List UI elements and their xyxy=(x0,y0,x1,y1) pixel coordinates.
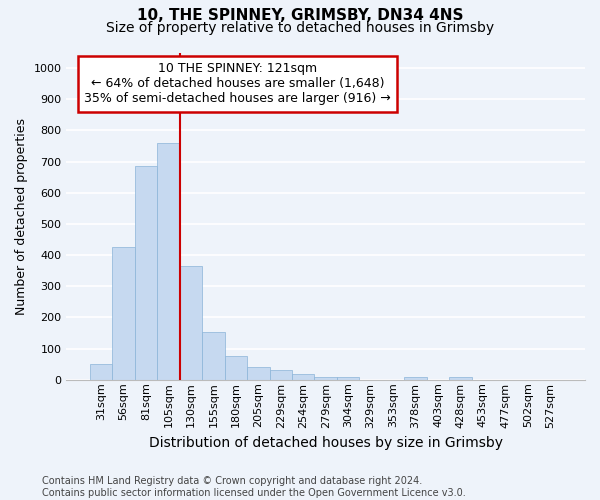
Bar xyxy=(404,378,427,380)
Bar xyxy=(157,143,180,380)
Bar xyxy=(247,368,269,380)
Bar xyxy=(135,166,157,380)
Bar xyxy=(202,332,224,380)
Text: Size of property relative to detached houses in Grimsby: Size of property relative to detached ho… xyxy=(106,21,494,35)
Bar xyxy=(112,248,135,380)
Bar xyxy=(337,378,359,380)
Bar xyxy=(269,370,292,380)
Bar xyxy=(314,376,337,380)
Y-axis label: Number of detached properties: Number of detached properties xyxy=(15,118,28,314)
Bar xyxy=(292,374,314,380)
Text: 10 THE SPINNEY: 121sqm
← 64% of detached houses are smaller (1,648)
35% of semi-: 10 THE SPINNEY: 121sqm ← 64% of detached… xyxy=(84,62,391,106)
Bar xyxy=(90,364,112,380)
Bar xyxy=(224,356,247,380)
X-axis label: Distribution of detached houses by size in Grimsby: Distribution of detached houses by size … xyxy=(149,436,503,450)
Bar xyxy=(449,376,472,380)
Text: 10, THE SPINNEY, GRIMSBY, DN34 4NS: 10, THE SPINNEY, GRIMSBY, DN34 4NS xyxy=(137,8,463,22)
Text: Contains HM Land Registry data © Crown copyright and database right 2024.
Contai: Contains HM Land Registry data © Crown c… xyxy=(42,476,466,498)
Bar xyxy=(180,266,202,380)
